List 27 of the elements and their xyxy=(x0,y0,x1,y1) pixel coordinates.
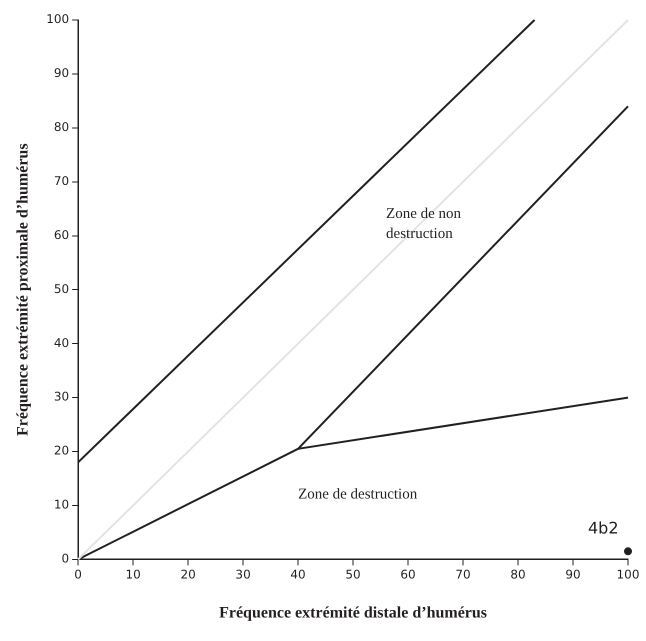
y-tick-label: 60 xyxy=(54,228,70,242)
x-axis-title: Fréquence extrémité distale d’humérus xyxy=(219,604,488,622)
y-tick-label: 40 xyxy=(54,336,70,350)
x-tick-label: 60 xyxy=(400,568,416,582)
annotation: Zone de destruction xyxy=(298,486,418,503)
x-tick-label: 100 xyxy=(616,568,640,582)
x-tick-label: 0 xyxy=(74,568,82,582)
y-tick-label: 30 xyxy=(54,390,70,404)
y-tick-label: 50 xyxy=(54,282,70,296)
y-axis-title: Fréquence extrémité proximale d’humérus xyxy=(14,143,32,436)
x-tick-label: 50 xyxy=(345,568,361,582)
y-tick-label: 90 xyxy=(54,66,70,80)
y-tick-label: 10 xyxy=(54,498,70,512)
y-tick-label: 20 xyxy=(54,444,70,458)
x-tick-label: 20 xyxy=(180,568,196,582)
x-tick-label: 30 xyxy=(235,568,251,582)
y-tick-label: 100 xyxy=(46,12,70,26)
annotation: 4b2 xyxy=(588,518,619,538)
x-tick-label: 80 xyxy=(510,568,526,582)
y-tick-label: 80 xyxy=(54,120,70,134)
y-tick-label: 0 xyxy=(61,552,70,566)
y-tick-label: 70 xyxy=(54,174,70,188)
x-tick-label: 90 xyxy=(565,568,581,582)
x-tick-label: 10 xyxy=(125,568,141,582)
x-tick-label: 70 xyxy=(455,568,471,582)
annotation: Zone de non destruction xyxy=(386,206,462,242)
x-tick-label: 40 xyxy=(290,568,306,582)
